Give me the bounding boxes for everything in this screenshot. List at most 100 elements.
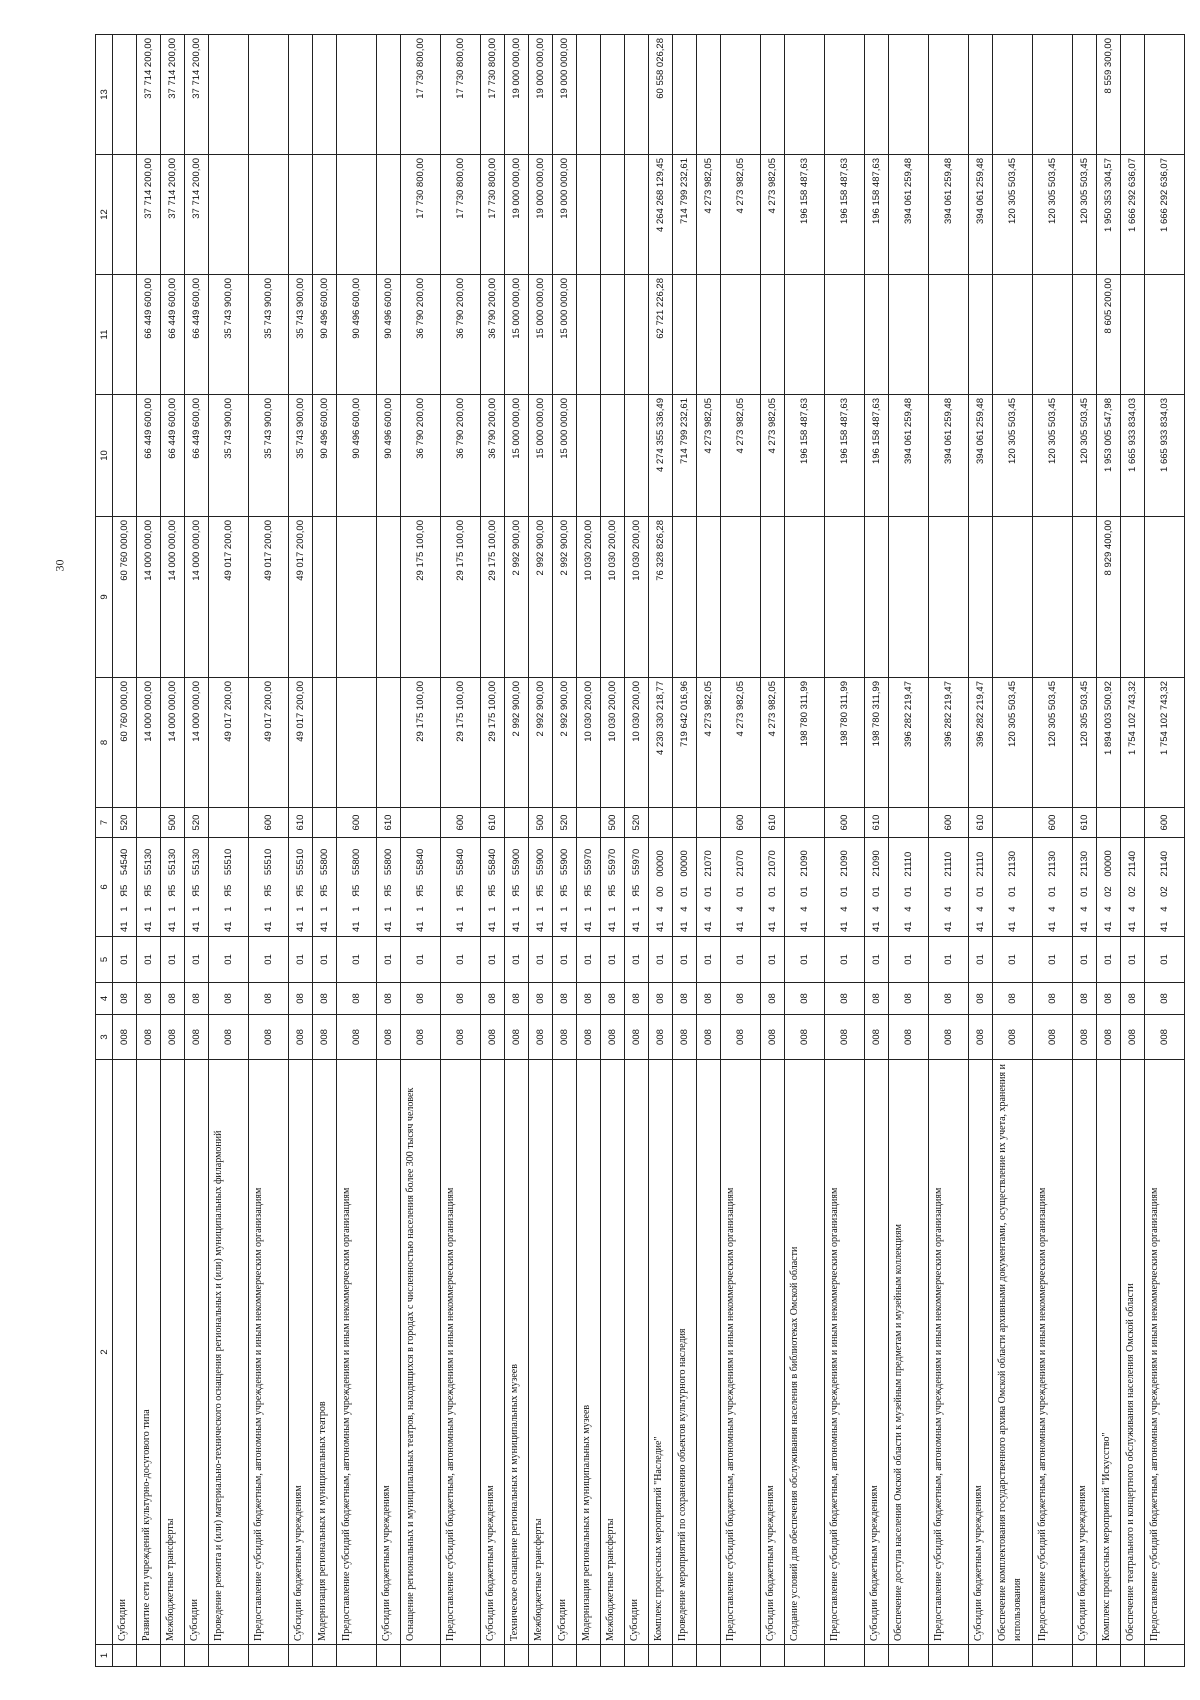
section-cell: 08 bbox=[440, 982, 481, 1015]
amount-col-8-cell: 2 992 900,00 bbox=[552, 677, 577, 808]
expense-type-cell: 600 bbox=[440, 807, 481, 838]
amount-col-8-cell: 2 992 900,00 bbox=[528, 677, 553, 808]
amount-col-10-cell: 36 790 200,00 bbox=[440, 394, 481, 517]
amount-col-12-cell: 120 305 503,45 bbox=[992, 154, 1033, 275]
amount-col-13-cell bbox=[576, 34, 601, 155]
amount-col-12-cell: 196 158 487,63 bbox=[864, 154, 889, 275]
amount-col-13-cell: 37 714 200,00 bbox=[160, 34, 185, 155]
amount-col-10-cell: 394 061 259,48 bbox=[968, 394, 993, 517]
amount-col-8-cell: 1 754 102 743,32 bbox=[1144, 677, 1185, 808]
amount-col-10-cell: 90 496 600,00 bbox=[376, 394, 401, 517]
amount-col-9-cell: 14 000 000,00 bbox=[184, 516, 209, 678]
table-row: Предоставление субсидий бюджетным, автон… bbox=[824, 34, 865, 1667]
description-cell: Субсидии бюджетным учреждениям bbox=[480, 1059, 505, 1645]
subsection-cell: 01 bbox=[928, 936, 969, 983]
amount-col-12-cell bbox=[336, 154, 377, 275]
amount-col-8-cell: 4 273 982,05 bbox=[760, 677, 785, 808]
target-article-cell: 41 4 01 21090 bbox=[784, 837, 825, 937]
ministry-code-cell: 008 bbox=[720, 1014, 761, 1060]
expense-type-cell: 610 bbox=[968, 807, 993, 838]
amount-col-12-cell: 120 305 503,45 bbox=[1032, 154, 1073, 275]
expense-type-cell bbox=[504, 807, 529, 838]
section-cell: 08 bbox=[1072, 982, 1097, 1015]
amount-col-11-cell: 90 496 600,00 bbox=[376, 274, 401, 395]
amount-col-9-cell: 29 175 100,00 bbox=[400, 516, 441, 678]
amount-col-11-cell bbox=[824, 274, 865, 395]
amount-col-12-cell bbox=[248, 154, 289, 275]
table-row: Создание условий для обеспечения обслужи… bbox=[784, 34, 825, 1667]
row-number-cell bbox=[648, 1644, 673, 1667]
target-article-cell: 41 1 Я5 54540 bbox=[112, 837, 137, 937]
subsection-cell: 01 bbox=[696, 936, 721, 983]
table-row: Субсидии 008 08 01 41 1 Я5 55130 520 14 000 00… bbox=[184, 34, 209, 1667]
description-cell: Предоставление субсидий бюджетным, автон… bbox=[720, 1059, 761, 1645]
expense-type-cell: 600 bbox=[1032, 807, 1073, 838]
amount-col-11-cell bbox=[576, 274, 601, 395]
amount-col-12-cell bbox=[288, 154, 313, 275]
section-cell: 08 bbox=[864, 982, 889, 1015]
amount-col-8-cell: 49 017 200,00 bbox=[288, 677, 313, 808]
subsection-cell: 01 bbox=[824, 936, 865, 983]
description-cell: Создание условий для обеспечения обслужи… bbox=[784, 1059, 825, 1645]
row-number-cell bbox=[440, 1644, 481, 1667]
target-article-cell: 41 1 Я5 55800 bbox=[312, 837, 337, 937]
table-row: Оснащение региональных и муниципальных т… bbox=[400, 34, 441, 1667]
ministry-code-cell: 008 bbox=[992, 1014, 1033, 1060]
column-number-3: 3 bbox=[95, 1014, 113, 1060]
column-number-11: 11 bbox=[95, 274, 113, 395]
subsection-cell: 01 bbox=[376, 936, 401, 983]
description-cell bbox=[696, 1059, 721, 1645]
section-cell: 08 bbox=[888, 982, 929, 1015]
subsection-cell: 01 bbox=[1072, 936, 1097, 983]
amount-col-11-cell: 66 449 600,00 bbox=[136, 274, 161, 395]
amount-col-9-cell bbox=[696, 516, 721, 678]
amount-col-8-cell: 396 282 219,47 bbox=[968, 677, 993, 808]
ministry-code-cell: 008 bbox=[208, 1014, 249, 1060]
subsection-cell: 01 bbox=[1120, 936, 1145, 983]
amount-col-12-cell bbox=[208, 154, 249, 275]
ministry-code-cell: 008 bbox=[760, 1014, 785, 1060]
amount-col-10-cell: 35 743 900,00 bbox=[288, 394, 313, 517]
amount-col-11-cell bbox=[600, 274, 625, 395]
amount-col-10-cell bbox=[624, 394, 649, 517]
amount-col-13-cell: 37 714 200,00 bbox=[136, 34, 161, 155]
target-article-cell: 41 1 Я5 55130 bbox=[136, 837, 161, 937]
amount-col-8-cell: 719 642 016,96 bbox=[672, 677, 697, 808]
ministry-code-cell: 008 bbox=[600, 1014, 625, 1060]
ministry-code-cell: 008 bbox=[1120, 1014, 1145, 1060]
target-article-cell: 41 4 01 21090 bbox=[864, 837, 889, 937]
table-row: Субсидии бюджетным учреждениям 008 08 01 41 … bbox=[760, 34, 785, 1667]
table-row: Предоставление субсидий бюджетным, автон… bbox=[440, 34, 481, 1667]
amount-col-8-cell: 29 175 100,00 bbox=[400, 677, 441, 808]
column-number-2: 2 bbox=[95, 1059, 113, 1645]
amount-col-13-cell bbox=[968, 34, 993, 155]
table-row: Субсидии бюджетным учреждениям 008 08 01 41 … bbox=[480, 34, 505, 1667]
expense-type-cell: 600 bbox=[1144, 807, 1185, 838]
ministry-code-cell: 008 bbox=[696, 1014, 721, 1060]
amount-col-11-cell: 90 496 600,00 bbox=[312, 274, 337, 395]
page-number: 30 bbox=[52, 559, 67, 572]
subsection-cell: 01 bbox=[336, 936, 377, 983]
amount-col-9-cell: 2 992 900,00 bbox=[528, 516, 553, 678]
amount-col-12-cell: 714 799 232,61 bbox=[672, 154, 697, 275]
ministry-code-cell: 008 bbox=[440, 1014, 481, 1060]
amount-col-8-cell: 10 030 200,00 bbox=[600, 677, 625, 808]
amount-col-9-cell bbox=[672, 516, 697, 678]
table-row: 008 08 01 41 4 01 21070 4 273 982,05 4 273 98… bbox=[696, 34, 721, 1667]
amount-col-9-cell bbox=[1144, 516, 1185, 678]
row-number-cell bbox=[184, 1644, 209, 1667]
ministry-code-cell: 008 bbox=[248, 1014, 289, 1060]
ministry-code-cell: 008 bbox=[784, 1014, 825, 1060]
section-cell: 08 bbox=[624, 982, 649, 1015]
ministry-code-cell: 008 bbox=[1096, 1014, 1121, 1060]
amount-col-9-cell: 49 017 200,00 bbox=[288, 516, 313, 678]
amount-col-8-cell: 49 017 200,00 bbox=[248, 677, 289, 808]
target-article-cell: 41 1 Я5 55510 bbox=[208, 837, 249, 937]
amount-col-9-cell bbox=[864, 516, 889, 678]
section-cell: 08 bbox=[208, 982, 249, 1015]
amount-col-9-cell: 49 017 200,00 bbox=[248, 516, 289, 678]
ministry-code-cell: 008 bbox=[552, 1014, 577, 1060]
ministry-code-cell: 008 bbox=[968, 1014, 993, 1060]
amount-col-9-cell: 29 175 100,00 bbox=[480, 516, 505, 678]
expense-type-cell: 520 bbox=[552, 807, 577, 838]
